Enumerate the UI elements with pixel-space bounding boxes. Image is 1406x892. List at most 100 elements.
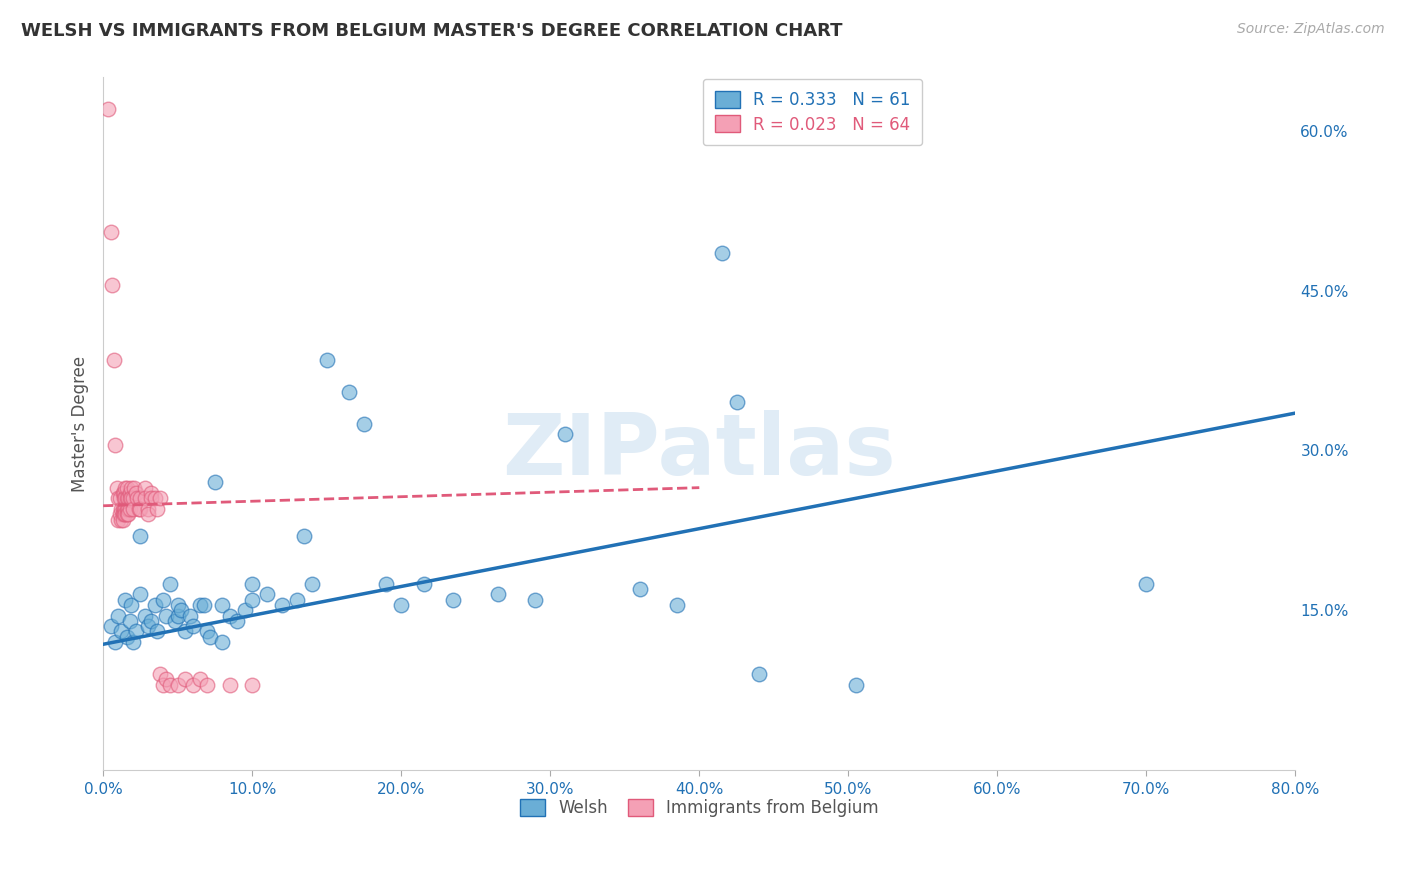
Point [292,528,315,542]
Point [118,486,141,500]
Point [110,502,132,516]
Point [114,508,136,522]
Point [110,624,132,639]
Y-axis label: Master's Degree: Master's Degree [72,356,89,491]
Point [111,486,134,500]
Point [136,508,159,522]
Point [143,598,166,612]
Point [118,491,141,506]
Point [115,481,138,495]
Point [240,678,263,692]
Point [134,608,156,623]
Point [149,491,172,506]
Point [152,592,174,607]
Point [129,528,152,542]
Point [155,673,177,687]
Point [159,576,181,591]
Point [129,502,152,516]
Point [110,513,132,527]
Point [139,614,162,628]
Point [218,608,240,623]
Point [179,608,201,623]
Point [114,502,136,516]
Point [211,635,233,649]
Legend: Welsh, Immigrants from Belgium: Welsh, Immigrants from Belgium [513,792,886,824]
Point [136,619,159,633]
Point [710,246,733,260]
Point [152,678,174,692]
Point [136,502,159,516]
Point [554,427,576,442]
Text: Source: ZipAtlas.com: Source: ZipAtlas.com [1237,22,1385,37]
Point [197,678,219,692]
Point [114,481,136,495]
Point [166,608,188,623]
Point [105,481,128,495]
Point [353,417,375,431]
Point [149,667,172,681]
Point [665,598,688,612]
Point [211,598,233,612]
Point [120,598,142,612]
Point [197,624,219,639]
Point [122,491,145,506]
Point [628,582,651,596]
Point [181,678,204,692]
Point [111,508,134,522]
Point [129,491,152,506]
Point [1135,576,1157,591]
Point [111,502,134,516]
Point [524,592,547,607]
Text: ZIPatlas: ZIPatlas [502,410,896,493]
Point [118,614,141,628]
Point [155,608,177,623]
Point [103,352,125,367]
Point [120,491,142,506]
Point [104,635,127,649]
Point [375,576,398,591]
Point [124,481,146,495]
Point [240,592,263,607]
Point [114,592,136,607]
Point [117,491,139,506]
Point [111,513,134,527]
Point [845,678,868,692]
Point [256,587,278,601]
Point [725,395,748,409]
Point [128,502,150,516]
Point [748,667,770,681]
Point [117,502,139,516]
Point [143,491,166,506]
Point [107,608,129,623]
Point [271,598,294,612]
Point [146,624,169,639]
Point [107,513,129,527]
Point [112,508,135,522]
Point [134,481,156,495]
Point [115,630,138,644]
Point [166,678,188,692]
Point [97,103,120,117]
Point [117,508,139,522]
Point [188,673,211,687]
Point [127,491,149,506]
Point [100,225,122,239]
Point [174,673,197,687]
Point [115,491,138,506]
Point [226,614,249,628]
Point [112,491,135,506]
Point [101,278,124,293]
Point [125,486,148,500]
Point [139,486,162,500]
Point [159,678,181,692]
Point [104,438,127,452]
Point [146,502,169,516]
Point [108,491,131,506]
Point [301,576,323,591]
Point [112,502,135,516]
Point [389,598,412,612]
Point [218,678,240,692]
Point [337,384,360,399]
Point [412,576,434,591]
Point [134,491,156,506]
